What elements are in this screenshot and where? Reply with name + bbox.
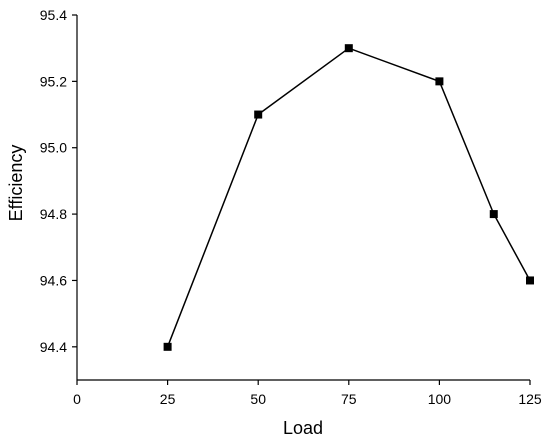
axes — [76, 15, 530, 381]
y-tick-label: 94.4 — [40, 339, 67, 355]
data-point-marker — [489, 210, 498, 219]
x-tick-label: 100 — [428, 391, 452, 407]
data-point-marker — [344, 44, 353, 53]
x-ticks: 0 25 50 75 100 125 — [73, 380, 542, 407]
x-tick-label: 50 — [250, 391, 266, 407]
y-tick-label: 94.6 — [40, 272, 67, 288]
data-point-marker — [254, 110, 263, 119]
data-point-marker — [526, 276, 534, 285]
y-ticks: 94.4 94.6 94.8 95.0 95.2 95.4 — [40, 7, 77, 355]
series-line — [166, 47, 531, 348]
series-group — [163, 44, 534, 351]
y-tick-label: 95.4 — [40, 7, 67, 23]
y-tick-label: 95.0 — [40, 140, 67, 156]
x-tick-label: 25 — [160, 391, 176, 407]
data-point-marker — [163, 342, 172, 351]
y-axis-label: Efficiency — [6, 145, 26, 222]
x-tick-label: 0 — [73, 391, 81, 407]
data-point-marker — [435, 77, 444, 86]
y-tick-label: 94.8 — [40, 206, 67, 222]
x-tick-label: 125 — [518, 391, 542, 407]
x-axis-label: Load — [283, 418, 323, 438]
y-tick-label: 95.2 — [40, 73, 67, 89]
x-tick-label: 75 — [341, 391, 357, 407]
